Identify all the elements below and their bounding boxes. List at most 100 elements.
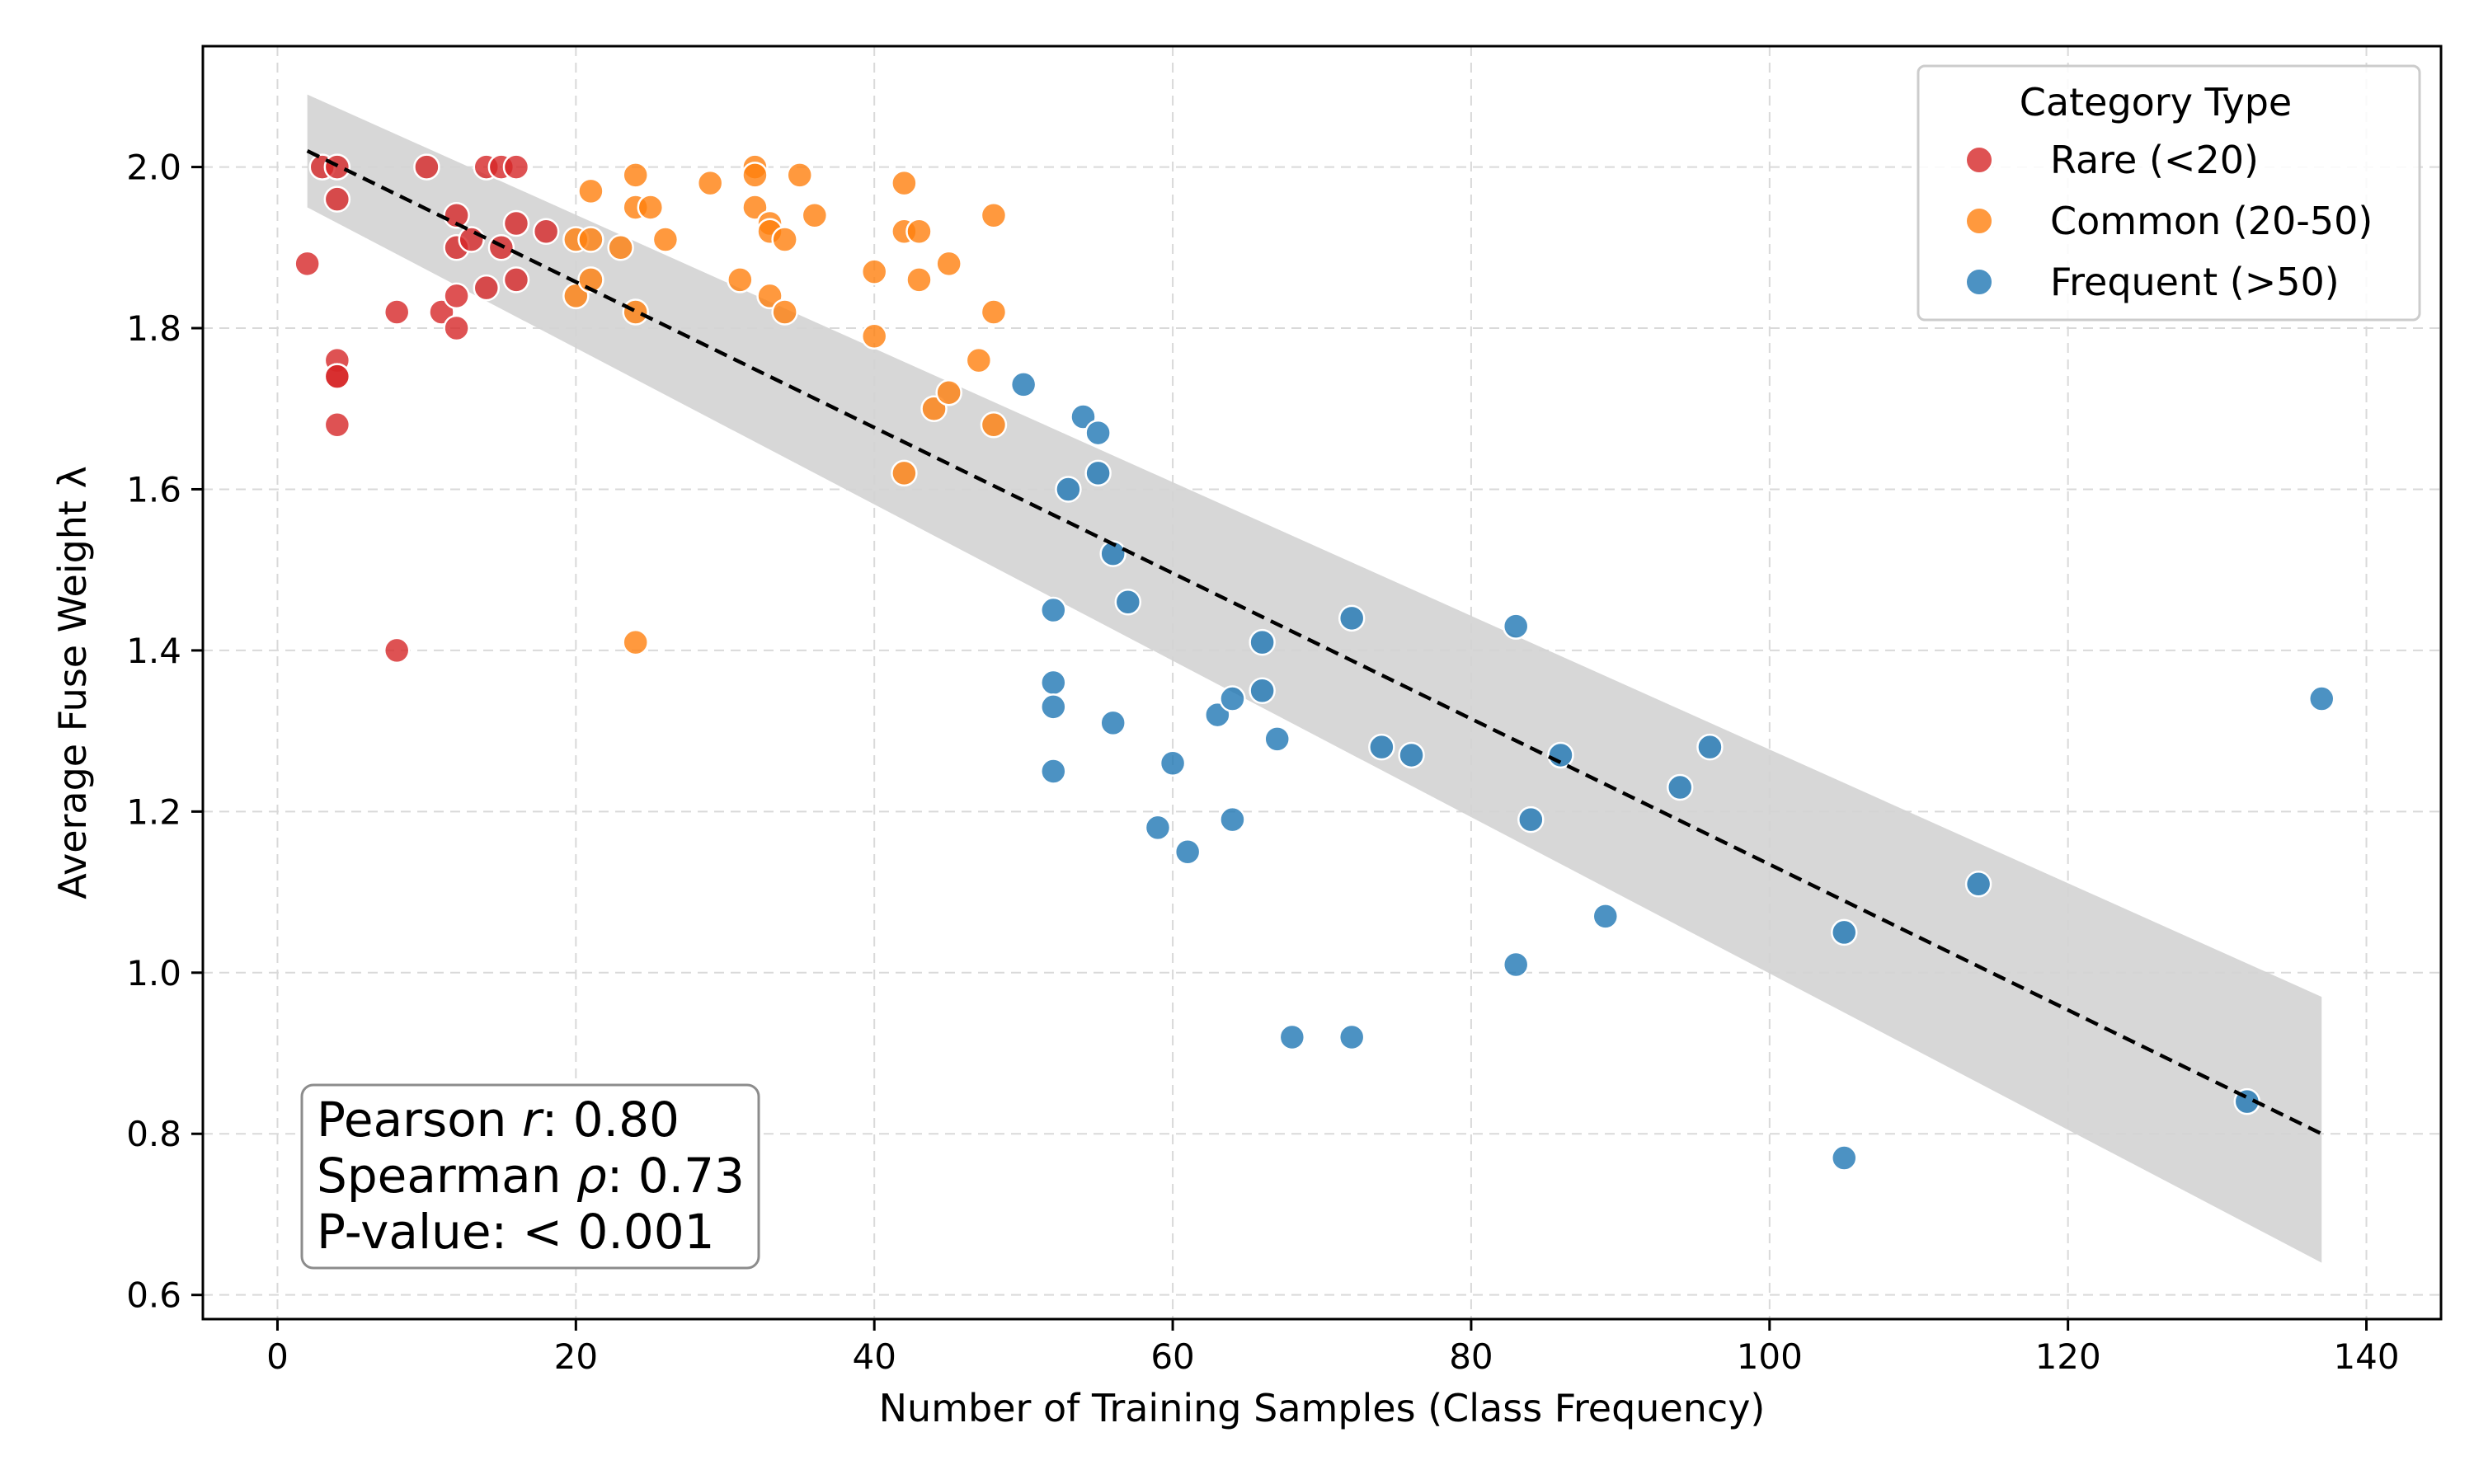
- stats-line-1-label: Spearman: [317, 1148, 576, 1204]
- y-tick-label-0: 0.6: [126, 1275, 181, 1316]
- frequent-point-2: [1040, 669, 1067, 697]
- confidence-band: [307, 94, 2322, 1263]
- common-point-29: [905, 218, 933, 246]
- frequent-point-18: [1249, 628, 1276, 656]
- points-layer: [294, 153, 2335, 1172]
- frequent-point-14: [1174, 838, 1202, 866]
- legend-label-rare: Rare (<20): [2050, 138, 2259, 182]
- common-point-5: [607, 234, 634, 261]
- y-tick-label-1: 0.8: [126, 1114, 181, 1154]
- x-tick-label-2: 40: [852, 1336, 896, 1377]
- x-tick-label-5: 100: [1737, 1336, 1803, 1377]
- stats-line-2-value: < 0.001: [522, 1204, 714, 1260]
- common-point-16: [741, 162, 769, 189]
- x-tick-label-0: 0: [266, 1336, 289, 1377]
- stats-line-1-symbol: ρ: [576, 1148, 607, 1204]
- frequent-point-9: [1099, 540, 1126, 567]
- common-point-20: [771, 226, 798, 253]
- frequent-point-31: [1666, 773, 1694, 801]
- stats-line-0: Pearson r: 0.80: [317, 1092, 680, 1148]
- frequent-point-19: [1249, 677, 1276, 705]
- frequent-point-0: [1009, 371, 1037, 398]
- frequent-point-13: [1159, 749, 1187, 777]
- frequent-point-27: [1502, 951, 1530, 979]
- common-point-2: [577, 177, 604, 205]
- stats-box: [300, 1083, 760, 1270]
- y-tick-label-3: 1.2: [126, 791, 181, 832]
- frequent-point-3: [1040, 693, 1067, 721]
- common-point-36: [980, 298, 1008, 326]
- frequent-point-17: [1219, 805, 1246, 834]
- y-tick-label-5: 1.6: [126, 469, 181, 510]
- common-point-21: [771, 298, 798, 326]
- frequent-point-35: [1964, 871, 1992, 898]
- rare-point-0: [294, 250, 321, 278]
- common-point-34: [965, 346, 993, 374]
- frequent-point-25: [1398, 741, 1425, 769]
- regression-line-layer: [306, 149, 2323, 1136]
- frequent-point-11: [1114, 589, 1142, 616]
- frequent-point-29: [1547, 741, 1574, 769]
- common-point-32: [935, 250, 962, 278]
- frequent-point-32: [1696, 733, 1724, 761]
- common-point-11: [651, 226, 680, 253]
- common-point-33: [935, 378, 962, 406]
- rare-point-16: [458, 226, 485, 253]
- frequent-point-24: [1368, 733, 1395, 761]
- stats-line-2: P-value: < 0.001: [317, 1204, 715, 1260]
- y-tick-label-2: 1.0: [126, 953, 181, 993]
- x-tick-label-4: 80: [1449, 1336, 1493, 1377]
- common-point-35: [980, 201, 1008, 229]
- rare-point-23: [502, 266, 530, 294]
- stats-line-0-symbol: r: [522, 1092, 544, 1148]
- rare-point-21: [502, 153, 530, 181]
- frequent-point-5: [1055, 476, 1082, 503]
- frequent-point-20: [1263, 726, 1291, 753]
- rare-point-7: [323, 411, 351, 439]
- x-tick-label-1: 20: [554, 1336, 598, 1377]
- frequent-point-8: [1084, 459, 1112, 487]
- y-tick-label-7: 2.0: [126, 148, 181, 188]
- rare-point-14: [443, 282, 470, 310]
- legend-marker-frequent: [1965, 268, 1993, 296]
- common-point-10: [637, 194, 665, 221]
- x-tick-label-3: 60: [1150, 1336, 1194, 1377]
- frequent-point-26: [1502, 613, 1530, 640]
- legend: Category Type Rare (<20) Common (20-50) Fr…: [1917, 64, 2421, 322]
- rare-point-2: [323, 153, 351, 181]
- y-axis-label: Average Fuse Weight λ: [50, 466, 95, 899]
- confidence-band-layer: [307, 94, 2322, 1263]
- legend-title: Category Type: [2020, 80, 2292, 124]
- plot-frame: [201, 45, 2443, 1321]
- legend-label-frequent: Frequent (>50): [2050, 260, 2340, 304]
- regression-line: [306, 149, 2323, 1136]
- rare-point-22: [502, 209, 530, 237]
- rare-point-10: [413, 153, 440, 181]
- common-point-24: [860, 258, 888, 285]
- frequent-point-37: [2308, 685, 2335, 712]
- x-axis-label: Number of Training Samples (Class Freque…: [879, 1386, 1766, 1430]
- common-point-9: [622, 628, 649, 656]
- legend-entries: Rare (<20) Common (20-50) Frequent (>50): [1965, 138, 2373, 304]
- frequent-point-7: [1084, 419, 1112, 447]
- frequent-point-21: [1278, 1023, 1306, 1051]
- frequent-point-28: [1517, 805, 1545, 834]
- common-point-12: [696, 169, 724, 197]
- stats-line-2-label: P-value:: [317, 1204, 522, 1260]
- common-point-4: [577, 266, 604, 294]
- frequent-point-10: [1099, 709, 1126, 737]
- rare-point-9: [383, 636, 411, 665]
- common-point-6: [622, 162, 649, 189]
- common-point-28: [891, 459, 918, 487]
- common-point-37: [980, 411, 1008, 439]
- common-point-3: [577, 226, 604, 253]
- stats-line-0-label: Pearson: [317, 1092, 522, 1148]
- legend-box: [1917, 64, 2421, 322]
- rare-point-3: [323, 186, 351, 213]
- rare-point-18: [473, 274, 501, 302]
- frequent-point-34: [1831, 1144, 1858, 1172]
- frequent-point-4: [1040, 758, 1067, 785]
